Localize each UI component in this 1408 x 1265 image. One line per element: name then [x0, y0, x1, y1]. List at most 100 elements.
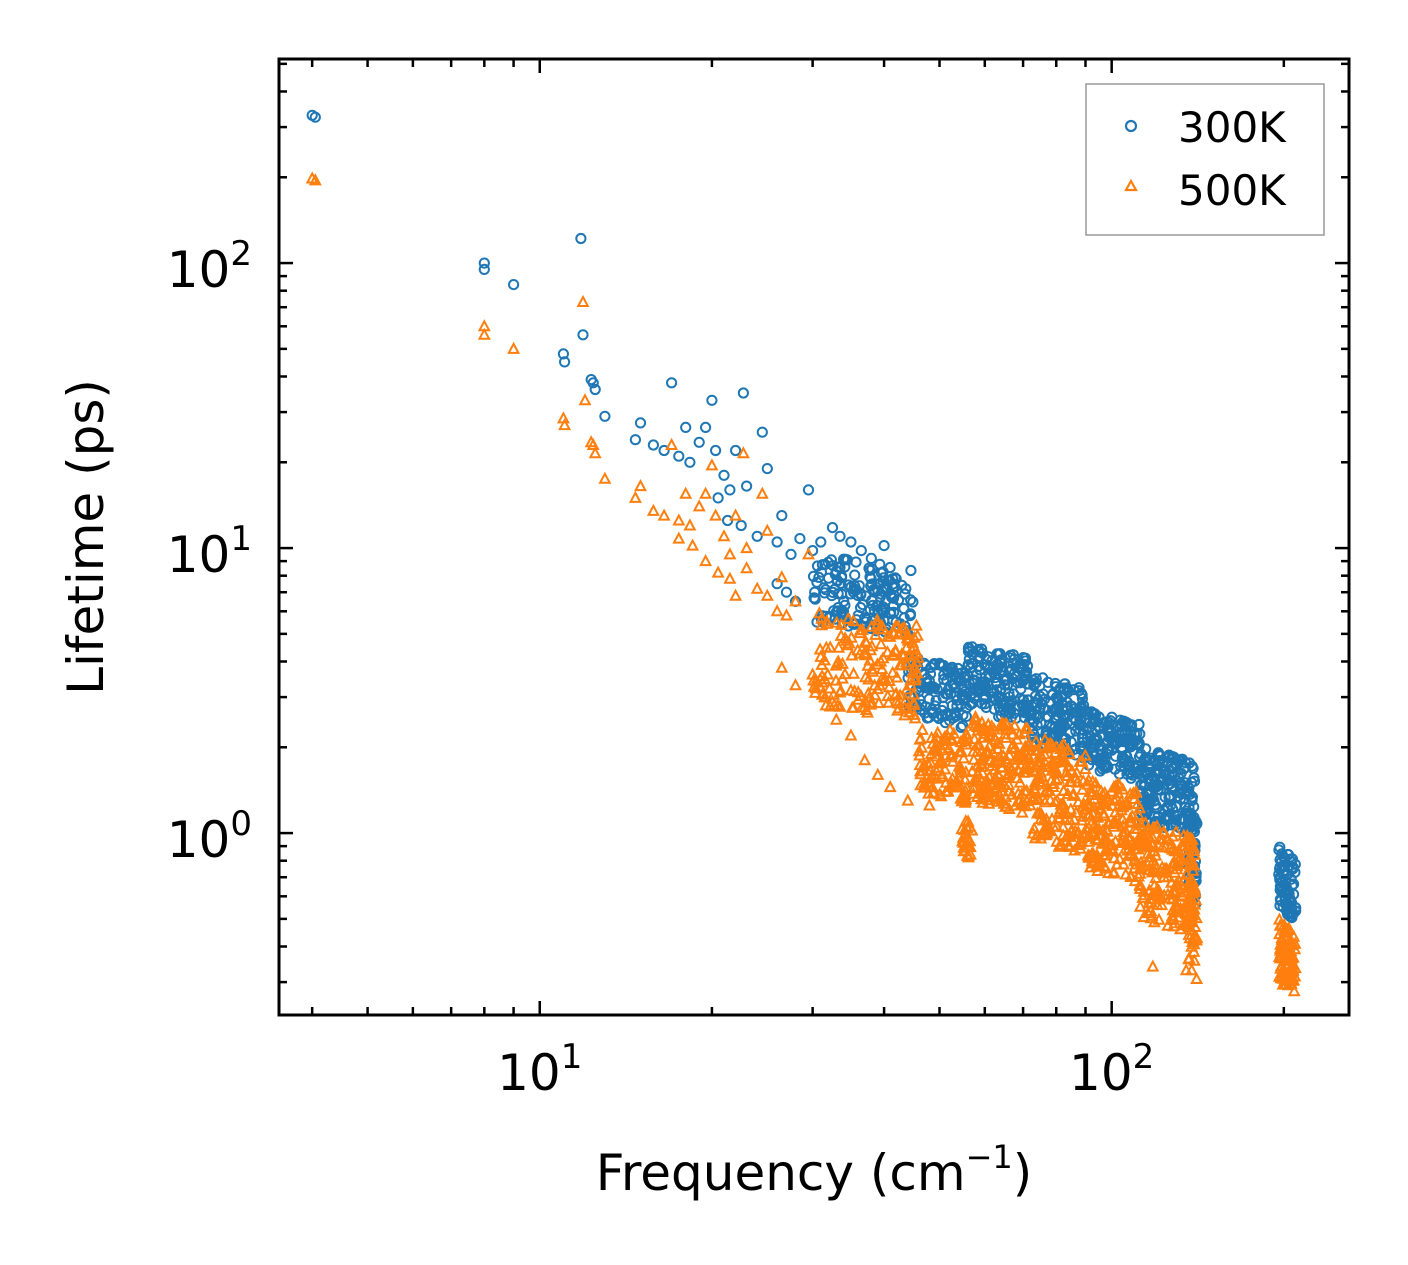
y-axis-title: Lifetime (ps) [57, 379, 115, 695]
data-point-300k [1174, 787, 1187, 799]
data-point-500k [958, 772, 972, 785]
data-point-500k [1038, 785, 1052, 798]
data-point-300k [751, 530, 763, 542]
data-point-500k [1048, 745, 1062, 758]
data-point-500k [1075, 813, 1089, 826]
data-point-500k [953, 744, 967, 757]
data-point-500k [1061, 786, 1075, 800]
data-point-500k [1044, 773, 1058, 786]
data-point-500k [927, 743, 941, 756]
data-point-500k [1032, 768, 1046, 781]
data-point-500k [1086, 846, 1100, 859]
data-point-500k [1183, 874, 1197, 887]
data-point-500k [1018, 739, 1032, 752]
data-point-500k [705, 458, 719, 471]
data-point-300k [785, 548, 797, 561]
data-point-500k [859, 694, 873, 707]
data-point-300k [1049, 677, 1062, 690]
data-point-500k [997, 777, 1011, 790]
data-point-500k [874, 637, 888, 650]
data-point-500k [871, 767, 885, 780]
data-point-500k [1066, 788, 1080, 801]
data-point-300k [988, 661, 1000, 673]
data-point-500k [789, 678, 802, 691]
data-point-300k [756, 426, 768, 438]
data-point-500k [750, 581, 764, 594]
data-point-500k [1169, 824, 1183, 837]
x-axis-label-close: ) [1013, 1144, 1033, 1202]
data-point-500k [1011, 762, 1025, 775]
data-point-300k [820, 584, 832, 596]
data-point-300k [965, 661, 977, 674]
y-tick-label: 102 [167, 234, 252, 299]
data-point-500k [1119, 867, 1133, 880]
data-point-300k [1152, 810, 1164, 823]
data-point-300k [1003, 687, 1015, 699]
data-point-300k [942, 710, 954, 722]
data-point-300k [1008, 667, 1021, 679]
data-point-500k [975, 723, 989, 736]
y-tick-label-exponent: 2 [230, 234, 252, 274]
data-point-500k [1185, 939, 1199, 952]
data-point-500k [1045, 763, 1059, 776]
data-point-500k [1015, 796, 1029, 809]
data-point-500k [507, 341, 521, 354]
data-point-300k [802, 484, 815, 496]
data-point-500k [1084, 816, 1098, 829]
data-point-500k [1272, 969, 1286, 982]
data-point-300k [1073, 682, 1085, 694]
data-point-500k [829, 712, 843, 725]
data-point-500k [1017, 765, 1031, 778]
data-point-500k [755, 486, 769, 499]
data-point-300k [1093, 711, 1105, 723]
data-point-500k [1157, 824, 1171, 837]
data-point-300k [761, 463, 773, 475]
data-point-500k [1039, 777, 1053, 790]
data-point-300k [684, 456, 696, 468]
data-point-500k [1089, 776, 1103, 789]
data-point-500k [945, 731, 959, 744]
data-point-500k [959, 733, 973, 746]
data-point-300k [836, 570, 848, 582]
data-point-500k [1063, 839, 1077, 852]
data-point-500k [1013, 775, 1027, 788]
data-point-300k [735, 519, 747, 532]
data-point-300k [1129, 735, 1142, 747]
data-point-500k [1172, 852, 1185, 866]
data-point-300k [930, 695, 942, 707]
data-point-500k [844, 630, 858, 643]
data-point-300k [1004, 649, 1017, 661]
data-point-300k [794, 533, 806, 545]
data-point-300k [673, 450, 685, 462]
data-point-300k [1052, 710, 1064, 722]
data-point-500k [1184, 904, 1198, 917]
data-point-300k [1103, 732, 1115, 744]
data-point-500k [1034, 807, 1048, 820]
data-point-500k [970, 719, 984, 733]
data-point-500k [1142, 829, 1156, 842]
data-point-500k [1146, 959, 1160, 972]
data-point-500k [1147, 820, 1160, 833]
data-point-500k [1080, 797, 1094, 810]
data-point-500k [967, 752, 981, 765]
data-point-500k [1124, 814, 1138, 827]
data-point-500k [1043, 792, 1057, 805]
data-point-500k [699, 553, 713, 567]
data-point-500k [576, 294, 590, 307]
data-point-300k [807, 570, 820, 583]
data-point-500k [844, 728, 858, 741]
data-point-300k [919, 707, 931, 719]
data-point-500k [995, 760, 1009, 773]
data-point-300k [1287, 861, 1299, 873]
data-point-500k [931, 760, 945, 773]
data-point-500k [770, 604, 784, 617]
data-point-500k [1168, 865, 1182, 878]
data-point-300k [1008, 707, 1020, 719]
data-point-300k [865, 552, 877, 565]
data-point-300k [818, 582, 830, 594]
data-point-500k [907, 697, 921, 710]
data-point-500k [657, 508, 671, 521]
data-point-500k [1147, 878, 1161, 891]
data-point-300k [849, 569, 861, 581]
